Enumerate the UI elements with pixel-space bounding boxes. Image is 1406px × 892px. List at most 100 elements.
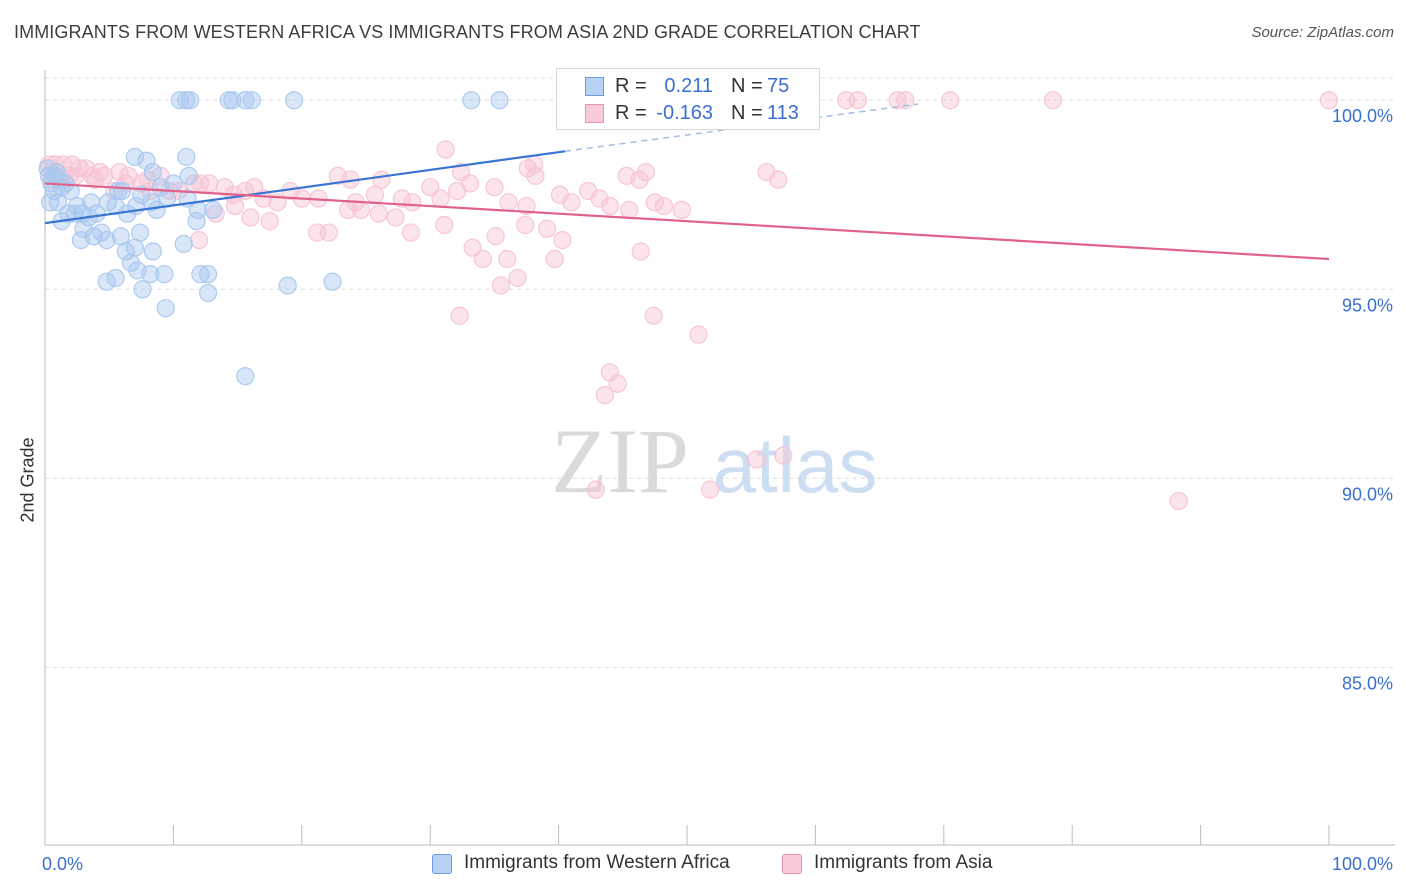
data-point bbox=[401, 223, 421, 242]
data-point bbox=[701, 480, 720, 499]
data-point bbox=[485, 178, 504, 197]
r-label: R = bbox=[615, 75, 647, 97]
legend-swatch-western-africa bbox=[432, 854, 452, 874]
data-point bbox=[110, 162, 129, 182]
swatch-asia bbox=[585, 104, 604, 123]
data-point bbox=[189, 231, 209, 250]
data-point bbox=[85, 170, 105, 189]
data-point bbox=[97, 272, 116, 291]
data-point bbox=[61, 181, 80, 201]
data-point bbox=[431, 189, 450, 208]
data-point bbox=[517, 196, 536, 216]
data-point bbox=[241, 208, 260, 227]
data-point bbox=[631, 242, 650, 261]
data-point bbox=[386, 208, 405, 227]
data-point bbox=[595, 386, 614, 405]
data-point bbox=[689, 325, 708, 344]
data-point bbox=[82, 193, 101, 212]
data-point bbox=[774, 446, 793, 465]
data-point bbox=[473, 249, 492, 269]
data-point bbox=[421, 178, 440, 197]
data-point bbox=[392, 189, 412, 208]
legend-label-western-africa: Immigrants from Western Africa bbox=[464, 852, 730, 873]
data-point bbox=[130, 223, 150, 242]
data-point bbox=[537, 219, 557, 238]
r-value: 0.211 bbox=[664, 75, 713, 97]
data-point bbox=[896, 91, 915, 110]
data-point bbox=[562, 193, 581, 212]
data-point bbox=[112, 181, 132, 201]
data-point bbox=[636, 162, 656, 182]
data-point bbox=[225, 196, 245, 216]
data-point bbox=[747, 450, 766, 469]
data-point bbox=[38, 159, 57, 178]
data-point bbox=[236, 91, 255, 110]
data-point bbox=[278, 276, 297, 295]
data-point bbox=[508, 268, 527, 288]
data-point bbox=[143, 242, 162, 261]
data-point bbox=[608, 374, 627, 393]
data-point bbox=[200, 174, 219, 193]
y-tick-label: 90.0% bbox=[1342, 484, 1393, 504]
zipatlas-watermark: ZIP atlas bbox=[551, 410, 877, 512]
data-point bbox=[179, 166, 198, 185]
data-point bbox=[435, 215, 454, 235]
data-point bbox=[545, 249, 564, 269]
y-tick-label: 100.0% bbox=[1332, 106, 1393, 126]
data-point bbox=[516, 215, 535, 235]
data-point bbox=[769, 170, 788, 189]
data-point bbox=[848, 91, 867, 110]
data-point bbox=[351, 200, 370, 219]
data-point bbox=[654, 196, 673, 216]
data-point bbox=[164, 174, 183, 193]
data-point bbox=[620, 200, 639, 219]
data-point bbox=[87, 204, 106, 223]
data-point bbox=[1169, 491, 1188, 511]
data-point bbox=[155, 265, 174, 284]
data-point bbox=[260, 212, 279, 231]
data-point bbox=[499, 193, 518, 212]
data-point bbox=[1319, 91, 1339, 110]
stats-legend: R = 0.211 N = 75 R = -0.163 N = 113 bbox=[556, 68, 820, 130]
data-point bbox=[319, 223, 338, 242]
y-tick-label: 95.0% bbox=[1342, 295, 1393, 315]
data-point bbox=[490, 91, 509, 110]
data-point bbox=[74, 219, 93, 238]
data-point bbox=[180, 91, 200, 110]
data-point bbox=[451, 162, 471, 182]
r-value: -0.163 bbox=[656, 102, 713, 124]
data-point bbox=[46, 166, 65, 185]
data-point bbox=[645, 193, 665, 212]
data-point bbox=[141, 265, 160, 284]
data-point bbox=[174, 234, 193, 254]
data-point bbox=[111, 227, 130, 246]
data-point bbox=[125, 147, 144, 167]
legend-label-asia: Immigrants from Asia bbox=[814, 852, 993, 873]
data-point bbox=[462, 91, 481, 110]
data-point bbox=[156, 299, 175, 318]
data-point bbox=[486, 227, 505, 246]
data-point bbox=[170, 91, 189, 110]
data-point bbox=[116, 242, 135, 261]
data-point bbox=[177, 91, 196, 110]
data-point bbox=[369, 204, 388, 223]
data-point bbox=[41, 193, 60, 212]
data-point bbox=[617, 166, 636, 185]
data-point bbox=[372, 170, 391, 189]
swatch-western-africa bbox=[585, 77, 604, 96]
data-point bbox=[177, 147, 196, 167]
source-attribution: Source: ZipAtlas.com bbox=[1251, 24, 1394, 41]
data-point bbox=[143, 162, 162, 182]
data-point bbox=[586, 480, 605, 499]
n-value: 75 bbox=[767, 75, 790, 97]
data-point bbox=[491, 276, 510, 295]
data-point bbox=[436, 140, 455, 159]
data-point bbox=[284, 91, 304, 110]
data-point bbox=[137, 151, 156, 170]
chart-title: IMMIGRANTS FROM WESTERN AFRICA VS IMMIGR… bbox=[14, 22, 921, 42]
legend-swatch-asia bbox=[782, 854, 802, 874]
n-label: N = bbox=[731, 75, 763, 97]
tick-labels: 85.0% 90.0% 95.0% 100.0% 0.0% 100.0% bbox=[42, 106, 1393, 874]
data-point bbox=[106, 268, 125, 288]
